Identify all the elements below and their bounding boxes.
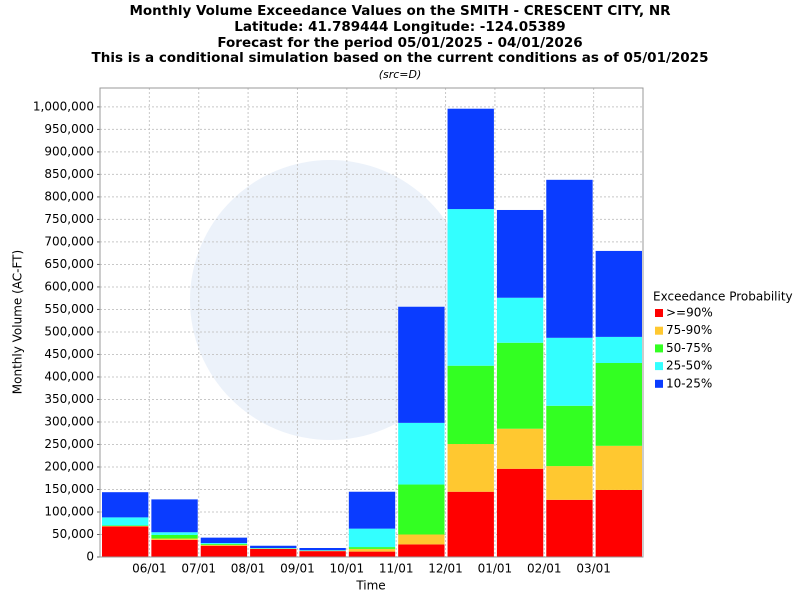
legend-label: 10-25% [666,376,712,390]
chart-title: Forecast for the period 05/01/2025 - 04/… [217,35,582,51]
bar-segment [348,528,396,548]
x-tick-label: 12/01 [428,562,463,576]
chart-title: Latitude: 41.789444 Longitude: -124.0538… [234,19,565,35]
bar-segment [447,365,494,445]
y-tick-label: 850,000 [44,167,94,181]
bar-segment [496,342,544,429]
y-tick-label: 150,000 [44,482,94,496]
y-tick-label: 50,000 [52,527,94,541]
y-tick-label: 0 [86,550,94,564]
y-tick-label: 500,000 [44,324,94,338]
x-tick-label: 08/01 [231,562,266,576]
legend-label: >=90% [666,306,713,320]
bar-segment [348,491,396,529]
legend-swatch [655,379,663,388]
x-tick-label: 09/01 [280,562,315,576]
legend-swatch [655,344,663,353]
bar-segment [595,250,642,337]
x-tick-label: 07/01 [181,562,216,576]
legend-label: 75-90% [666,323,712,337]
bar-segment [348,547,396,549]
bar-segment [595,445,642,490]
legend-label: 50-75% [666,341,712,355]
y-tick-label: 400,000 [44,369,94,383]
x-tick-label: 06/01 [132,562,167,576]
plot-border [99,87,644,558]
y-tick-label: 350,000 [44,392,94,406]
bar-segment [595,489,642,557]
y-tick-label: 750,000 [44,212,94,226]
legend-swatch [655,362,663,371]
bar-segment [102,526,149,557]
bar-segment [200,545,248,557]
y-tick-label: 250,000 [44,437,94,451]
bar-segment [546,466,593,500]
bar-segment [299,547,346,551]
bar-segment [447,209,494,366]
bar-segment [447,108,494,210]
x-axis-label: Time [355,579,385,593]
bar-segment [496,428,544,469]
bar-segment [546,179,593,338]
x-tick-label: 01/01 [478,562,513,576]
chart-title: Monthly Volume Exceedance Values on the … [129,3,671,19]
y-tick-label: 600,000 [44,279,94,293]
bar-segment [299,551,346,557]
y-tick-label: 550,000 [44,302,94,316]
bar-segment [398,484,445,535]
bar-segment [250,545,297,548]
bar-segment [546,499,593,557]
y-tick-label: 900,000 [44,144,94,158]
y-tick-label: 1,000,000 [33,99,94,113]
y-tick-label: 100,000 [44,504,94,518]
bar-segment [595,363,642,446]
bar-segment [200,543,248,544]
legend-label: 25-50% [666,359,712,373]
y-axis-label: Monthly Volume (AC-FT) [11,250,25,394]
chart-title: This is a conditional simulation based o… [92,50,709,66]
bar-segment [348,551,396,557]
y-tick-label: 700,000 [44,234,94,248]
legend-swatch [655,309,663,317]
bar-segment [447,444,494,492]
bar-segment [398,306,445,423]
chart-subtitle: (src=D) [379,68,422,81]
legend-title: Exceedance Probability [653,290,793,304]
bar-segment [151,499,198,533]
y-tick-label: 300,000 [44,414,94,428]
bar-segment [595,336,642,364]
bar-segment [102,517,149,526]
y-tick-label: 950,000 [44,122,94,136]
bar-segment [398,422,445,485]
bar-segment [496,468,544,557]
bar-segment [200,543,248,545]
y-tick-label: 800,000 [44,189,94,203]
bar-segment [151,539,198,557]
x-tick-label: 02/01 [527,562,562,576]
bar-segment [151,538,198,540]
bar-segment [151,534,198,539]
bar-segment [102,492,149,518]
y-tick-label: 650,000 [44,257,94,271]
bar-segment [151,532,198,535]
bar-segment [398,534,445,545]
bar-segment [200,544,248,546]
bar-segment [496,209,544,298]
bar-segment [398,544,445,557]
bar-segment [546,405,593,467]
bar-segment [496,297,544,343]
x-tick-label: 11/01 [379,562,414,576]
bar-segment [546,337,593,406]
x-tick-label: 10/01 [330,562,365,576]
x-tick-label: 03/01 [576,562,611,576]
legend-swatch [655,326,663,335]
bar-segment [447,491,494,557]
y-tick-label: 200,000 [44,459,94,473]
y-tick-label: 450,000 [44,347,94,361]
bar-segment [250,548,297,557]
bar-segment [200,537,248,544]
bar-segment [348,548,396,552]
